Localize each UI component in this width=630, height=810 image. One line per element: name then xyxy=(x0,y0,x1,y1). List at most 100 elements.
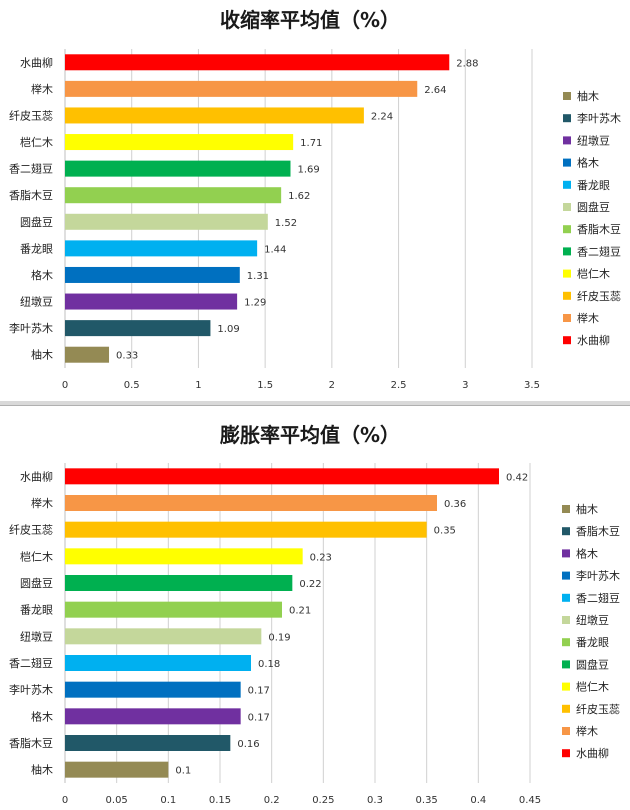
data-label: 0.33 xyxy=(116,351,138,362)
bar xyxy=(65,628,262,645)
bar xyxy=(65,761,169,778)
bar xyxy=(65,681,241,698)
legend-label: 番龙眼 xyxy=(576,636,609,649)
category-label: 桤仁木 xyxy=(20,135,53,149)
bar xyxy=(65,266,240,283)
x-tick-label: 0.15 xyxy=(209,795,231,806)
data-label: 0.42 xyxy=(506,472,528,483)
category-label: 纽墩豆 xyxy=(20,629,53,643)
data-label: 0.18 xyxy=(258,659,280,670)
chart-title: 膨胀率平均值（%） xyxy=(219,423,400,447)
data-label: 1.31 xyxy=(247,271,269,282)
data-label: 2.88 xyxy=(456,58,478,69)
category-label: 纤皮玉蕊 xyxy=(9,524,53,537)
category-label: 香脂木豆 xyxy=(9,736,53,750)
category-label: 水曲柳 xyxy=(20,55,53,69)
legend-label: 桤仁木 xyxy=(577,267,610,281)
legend-swatch xyxy=(562,593,570,602)
category-label: 番龙眼 xyxy=(20,604,53,617)
bar xyxy=(65,575,293,591)
category-label: 纤皮玉蕊 xyxy=(9,109,53,122)
legend-swatch xyxy=(562,704,570,713)
legend-label: 香二翅豆 xyxy=(576,591,620,605)
bar xyxy=(65,320,211,337)
legend-label: 柚木 xyxy=(577,89,599,103)
category-label: 柚木 xyxy=(31,763,53,777)
x-tick-label: 0.5 xyxy=(124,380,140,391)
legend-swatch xyxy=(563,225,571,234)
bar xyxy=(65,521,427,538)
data-label: 0.21 xyxy=(289,606,311,617)
x-tick-label: 0.4 xyxy=(470,795,486,806)
data-label: 1.09 xyxy=(217,324,239,335)
bar xyxy=(65,213,268,230)
legend-label: 圆盘豆 xyxy=(577,200,610,214)
category-label: 格木 xyxy=(31,268,53,282)
bar xyxy=(65,80,418,97)
x-tick-label: 0 xyxy=(62,795,68,806)
legend-label: 圆盘豆 xyxy=(576,657,609,671)
chart-title: 收缩率平均值（%） xyxy=(220,8,400,32)
category-label: 香脂木豆 xyxy=(9,188,53,202)
bar xyxy=(65,160,291,177)
bar xyxy=(65,495,437,511)
x-tick-label: 0.1 xyxy=(160,795,176,806)
legend-swatch xyxy=(563,336,571,345)
legend-swatch xyxy=(562,638,570,647)
category-label: 香二翅豆 xyxy=(9,656,53,670)
bar xyxy=(65,708,241,725)
data-label: 0.17 xyxy=(248,712,270,723)
legend-swatch xyxy=(563,314,571,322)
data-label: 0.35 xyxy=(434,526,456,537)
legend-label: 番龙眼 xyxy=(577,179,610,192)
legend-label: 桤仁木 xyxy=(576,680,609,694)
x-tick-label: 0.35 xyxy=(416,795,438,806)
legend-swatch xyxy=(563,269,571,278)
category-label: 柚木 xyxy=(31,348,53,362)
category-label: 水曲柳 xyxy=(20,469,53,483)
legend-swatch xyxy=(563,180,571,189)
x-tick-label: 0.25 xyxy=(312,795,334,806)
data-label: 0.16 xyxy=(237,739,259,750)
data-label: 1.69 xyxy=(297,165,319,176)
x-tick-label: 0.05 xyxy=(106,795,128,806)
legend-swatch xyxy=(563,203,571,211)
x-tick-label: 3.5 xyxy=(524,380,540,391)
legend-swatch xyxy=(563,92,571,100)
bar xyxy=(65,548,303,565)
category-label: 格木 xyxy=(31,709,53,723)
x-tick-label: 0 xyxy=(62,380,68,391)
bar xyxy=(65,468,499,485)
data-label: 0.36 xyxy=(444,499,466,510)
legend-label: 李叶苏木 xyxy=(576,569,620,583)
legend-swatch xyxy=(563,136,571,145)
legend-label: 李叶苏木 xyxy=(577,111,621,125)
swelling-chart: 膨胀率平均值（%） 0 0.05 0.1 0.15 0.2 0.25 0.3 0.35 0.4 0.… xyxy=(9,423,620,806)
legend-swatch xyxy=(563,114,571,123)
legend-swatch xyxy=(562,616,570,624)
category-label: 番龙眼 xyxy=(20,242,53,255)
legend-swatch xyxy=(562,682,570,691)
legend-swatch xyxy=(562,549,570,558)
legend-label: 香脂木豆 xyxy=(577,222,621,236)
x-tick-label: 3 xyxy=(462,380,468,391)
bar xyxy=(65,655,251,671)
legend-label: 纤皮玉蕊 xyxy=(576,703,620,716)
category-label: 纽墩豆 xyxy=(20,295,53,309)
bar xyxy=(65,346,110,363)
legend-label: 榉木 xyxy=(576,724,598,738)
category-label: 桤仁木 xyxy=(20,549,53,563)
data-label: 0.23 xyxy=(310,552,332,563)
category-label: 李叶苏木 xyxy=(9,683,53,697)
bar xyxy=(65,240,258,257)
legend-label: 柚木 xyxy=(576,502,598,516)
data-label: 0.22 xyxy=(299,579,321,590)
data-label: 1.29 xyxy=(244,298,266,309)
x-tick-label: 1 xyxy=(195,380,201,391)
x-tick-label: 2 xyxy=(329,380,335,391)
category-label: 圆盘豆 xyxy=(20,215,53,229)
data-label: 2.64 xyxy=(424,85,446,96)
x-tick-label: 1.5 xyxy=(257,380,273,391)
